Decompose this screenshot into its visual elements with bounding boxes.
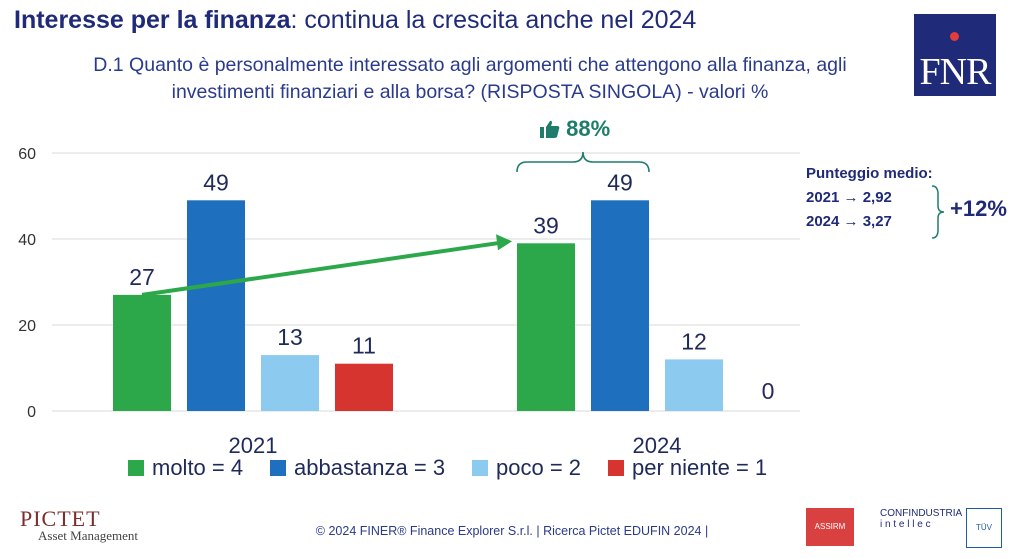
callout-value: 88%	[566, 116, 611, 141]
assirm-logo: ASSIRM	[806, 508, 854, 546]
data-label: 11	[352, 333, 376, 359]
growth-arrow-head	[496, 234, 512, 251]
legend-per-niente: per niente = 1	[608, 455, 767, 481]
brace-88	[516, 151, 650, 173]
average-delta: +12%	[950, 196, 1007, 221]
logo-dot	[950, 32, 959, 41]
legend-swatch-abbastanza	[270, 460, 286, 476]
bar	[113, 294, 171, 411]
fnr-logo: FNR	[914, 14, 996, 96]
legend-label-molto: molto = 4	[152, 455, 244, 480]
footer-copyright: © 2024 FINER® Finance Explorer S.r.l. | …	[315, 524, 709, 538]
data-label: 13	[277, 324, 303, 350]
legend-poco: poco = 2	[472, 455, 581, 481]
bar	[517, 243, 575, 411]
y-tick-label: 40	[18, 232, 36, 249]
legend-swatch-poco	[472, 460, 488, 476]
bar	[261, 355, 319, 411]
logo-text: FNR	[919, 51, 992, 93]
pictet-name: PICTET	[20, 506, 101, 531]
legend-label-poco: poco = 2	[496, 455, 582, 480]
callout-88: 88%	[540, 116, 610, 142]
data-label: 0	[762, 378, 775, 404]
x-tick-label: 2021	[229, 433, 278, 458]
average-score-box: Punteggio medio: 2021 → 2,92 2024 → 3,27	[806, 162, 956, 234]
x-tick-label: 2024	[633, 433, 682, 458]
average-2021: 2021 → 2,92	[806, 189, 892, 206]
legend-label-abbastanza: abbastanza = 3	[294, 455, 446, 480]
bar	[335, 363, 393, 411]
data-label: 27	[129, 264, 155, 290]
legend-swatch-per-niente	[608, 460, 624, 476]
data-label: 39	[533, 212, 559, 238]
thumbs-up-icon	[540, 116, 566, 141]
confindustria-logo: CONFINDUSTRIA i n t e l l e c	[880, 508, 962, 530]
page-title-rest: : continua la crescita anche nel 2024	[290, 6, 697, 34]
legend-abbastanza: abbastanza = 3	[270, 455, 445, 481]
bar	[665, 359, 723, 411]
confindustria-sub: i n t e l l e c	[880, 519, 931, 530]
growth-arrow	[141, 240, 501, 297]
confindustria-name: CONFINDUSTRIA	[880, 508, 963, 519]
average-title: Punteggio medio:	[806, 165, 933, 182]
legend-swatch-molto	[128, 460, 144, 476]
pictet-sub: Asset Management	[38, 528, 139, 543]
question-text: D.1 Quanto è personalmente interessato a…	[93, 54, 847, 103]
y-tick-label: 0	[27, 404, 36, 421]
average-2024: 2024 → 3,27	[806, 213, 892, 230]
tuv-logo: TÜV	[966, 508, 1002, 548]
page-title-bold: Interesse per la finanza	[14, 6, 291, 34]
y-tick-label: 60	[18, 146, 36, 163]
bar-chart: 0 20 40 60 27 49 13 11 2021 39 49 12 0 2024	[18, 146, 800, 458]
data-label: 49	[607, 169, 633, 195]
bar	[591, 200, 649, 411]
legend-label-per-niente: per niente = 1	[632, 455, 768, 480]
page-title: Interesse per la finanza: continua la cr…	[14, 6, 696, 35]
bar	[187, 200, 245, 411]
pictet-logo: PICTET Asset Management	[20, 506, 138, 544]
average-brace	[931, 185, 945, 239]
legend-molto: molto = 4	[128, 455, 243, 481]
data-label: 12	[681, 328, 707, 354]
data-label: 49	[203, 169, 229, 195]
y-tick-label: 20	[18, 318, 36, 335]
